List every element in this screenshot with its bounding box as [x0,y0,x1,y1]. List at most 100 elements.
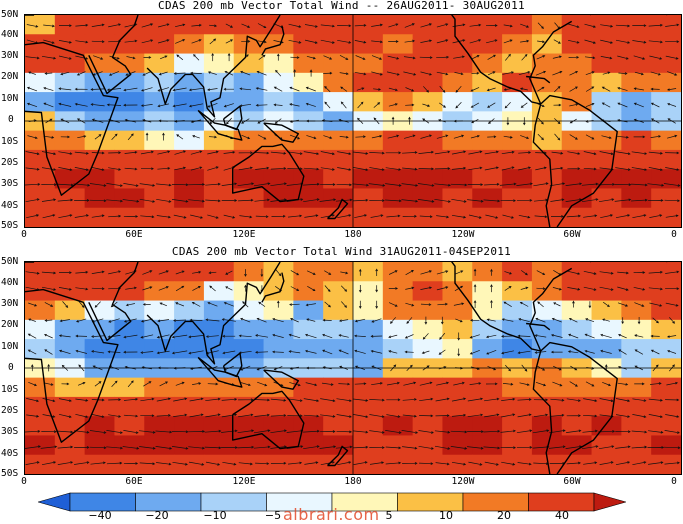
wind-arrow [303,198,320,203]
wind-arrow [633,55,646,60]
wind-cell [25,319,56,340]
wind-arrow [614,183,632,187]
wind-arrow [585,71,595,76]
wind-cell [114,416,145,437]
wind-cell [472,34,503,55]
lon-label: 0 [671,229,677,240]
wind-arrow [322,349,333,355]
wind-arrow [276,300,280,308]
wind-arrow [385,446,402,450]
wind-arrow [272,317,284,323]
wind-cell [84,34,116,55]
wind-arrow [74,214,89,218]
wind-cell [174,92,205,112]
wind-arrow [388,40,399,43]
wind-arrow [27,349,37,355]
wind-arrow [553,302,561,307]
wind-arrow [421,350,430,354]
wind-arrow [649,214,663,218]
wind-arrow [43,102,54,108]
wind-arrow [288,333,301,339]
wind-cell [353,15,384,35]
wind-arrow [43,135,55,139]
coastline [222,352,243,378]
wind-arrow [451,214,467,219]
wind-arrow [221,397,238,401]
wind-arrow [238,398,254,402]
wind-cell [54,72,86,93]
wind-arrow [600,39,614,44]
lat-label: 30S [1,178,19,189]
wind-arrow [567,350,579,354]
wind-arrow [354,382,367,386]
wind-cell [382,188,414,209]
wind-arrow [554,85,561,93]
wind-arrow [354,40,367,44]
wind-cell [591,92,622,112]
wind-arrow [336,430,353,434]
wind-cell [442,377,473,398]
wind-arrow [438,102,447,108]
panel-1-title: CDAS 200 mb Vector Total Wind -- 26AUG20… [158,0,525,12]
wind-arrow [600,349,612,354]
wind-arrow [505,53,511,61]
wind-arrow [419,56,433,59]
lat-label: 40N [1,277,19,288]
wind-arrow [520,23,530,28]
wind-arrow [438,349,446,355]
wind-arrow [270,182,287,187]
wind-cell [54,92,86,112]
wind-arrow [44,319,53,322]
wind-arrow [601,86,611,92]
wind-cell [382,149,414,170]
wind-arrow [340,271,349,275]
wind-arrow [307,285,316,292]
wind-arrow [288,23,302,28]
wind-arrow [156,334,170,339]
wind-arrow [457,332,461,341]
wind-arrow [108,318,120,323]
wind-arrow [108,398,122,402]
wind-arrow [41,55,57,60]
wind-cell [531,72,563,93]
wind-cell [293,72,324,93]
wind-arrow [28,318,36,322]
wind-arrow [631,430,648,434]
wind-arrow [140,150,154,155]
wind-cell [233,454,265,474]
wind-arrow [188,335,204,339]
wind-cell [561,53,593,74]
wind-arrow [76,71,86,76]
lon-label: 60W [563,476,581,487]
wind-arrow [89,446,107,450]
colorbar-tick-label: −40 [88,509,112,522]
wind-arrow [106,461,123,465]
wind-cell [472,319,503,340]
wind-cell [25,262,56,282]
wind-cell [84,53,116,74]
wind-arrow [290,56,300,59]
wind-arrow [290,318,299,323]
wind-arrow [551,151,564,155]
wind-cell [472,377,503,398]
wind-arrow [633,102,644,108]
wind-arrow [111,133,118,140]
wind-arrow [157,103,169,108]
wind-arrow [237,182,255,187]
wind-cell [502,377,533,398]
wind-arrow [122,446,140,450]
wind-arrow [521,53,528,61]
wind-arrow [207,150,219,155]
wind-cell [25,15,56,35]
wind-arrow [371,381,383,386]
lat-label: 30N [1,50,19,61]
wind-arrow [455,318,463,323]
wind-arrow [94,134,102,140]
wind-arrow [484,150,499,155]
wind-arrow [583,461,598,465]
wind-arrow [632,24,647,27]
lat-label: 0 [8,362,14,373]
wind-arrow [211,52,215,62]
wind-arrow [585,102,595,108]
wind-arrow [550,413,565,417]
